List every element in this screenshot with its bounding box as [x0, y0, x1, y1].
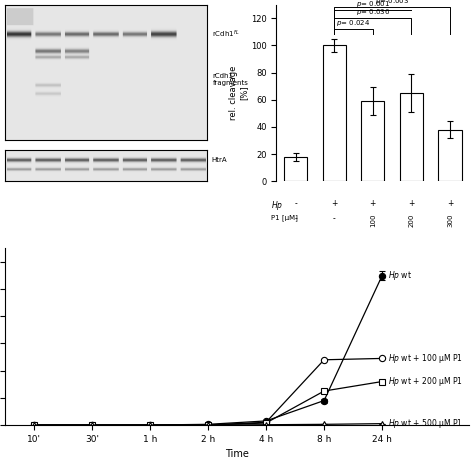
Bar: [400, 93, 423, 181]
Text: +: +: [370, 199, 376, 208]
Bar: [323, 45, 346, 181]
Bar: [361, 101, 384, 181]
Text: +: +: [331, 199, 337, 208]
Text: $Hp$ wt + 100 μM P1: $Hp$ wt + 100 μM P1: [388, 352, 463, 365]
Text: $Hp$: $Hp$: [271, 199, 283, 212]
Text: $p$= 0.024: $p$= 0.024: [337, 18, 371, 28]
Text: -: -: [294, 214, 297, 223]
Text: $Hp$ wt + 200 μM P1: $Hp$ wt + 200 μM P1: [388, 375, 463, 388]
Text: 300: 300: [447, 214, 453, 227]
Text: $p$= 0.001: $p$= 0.001: [356, 0, 390, 9]
Text: +: +: [447, 199, 453, 208]
Text: -: -: [294, 199, 297, 208]
Text: HtrA: HtrA: [212, 158, 228, 164]
Text: $p$= 0.003: $p$= 0.003: [375, 0, 409, 6]
Text: $Hp$ wt: $Hp$ wt: [388, 269, 412, 282]
Text: 100: 100: [370, 214, 376, 227]
Bar: [438, 130, 462, 181]
Text: $Hp$ wt + 500 μM P1: $Hp$ wt + 500 μM P1: [388, 417, 463, 430]
X-axis label: Time: Time: [225, 449, 249, 457]
Text: rCdh1
fragments: rCdh1 fragments: [213, 73, 249, 86]
Bar: [284, 157, 307, 181]
Text: -: -: [333, 214, 336, 223]
Text: 200: 200: [409, 214, 414, 227]
Text: $p$= 0.036: $p$= 0.036: [356, 7, 390, 17]
Text: P1 [μM]: P1 [μM]: [271, 214, 298, 221]
Text: B: B: [228, 0, 237, 4]
Text: rCdh1$^{FL}$: rCdh1$^{FL}$: [212, 29, 240, 40]
Text: +: +: [408, 199, 415, 208]
Y-axis label: rel. cleavage
[%]: rel. cleavage [%]: [229, 66, 248, 120]
